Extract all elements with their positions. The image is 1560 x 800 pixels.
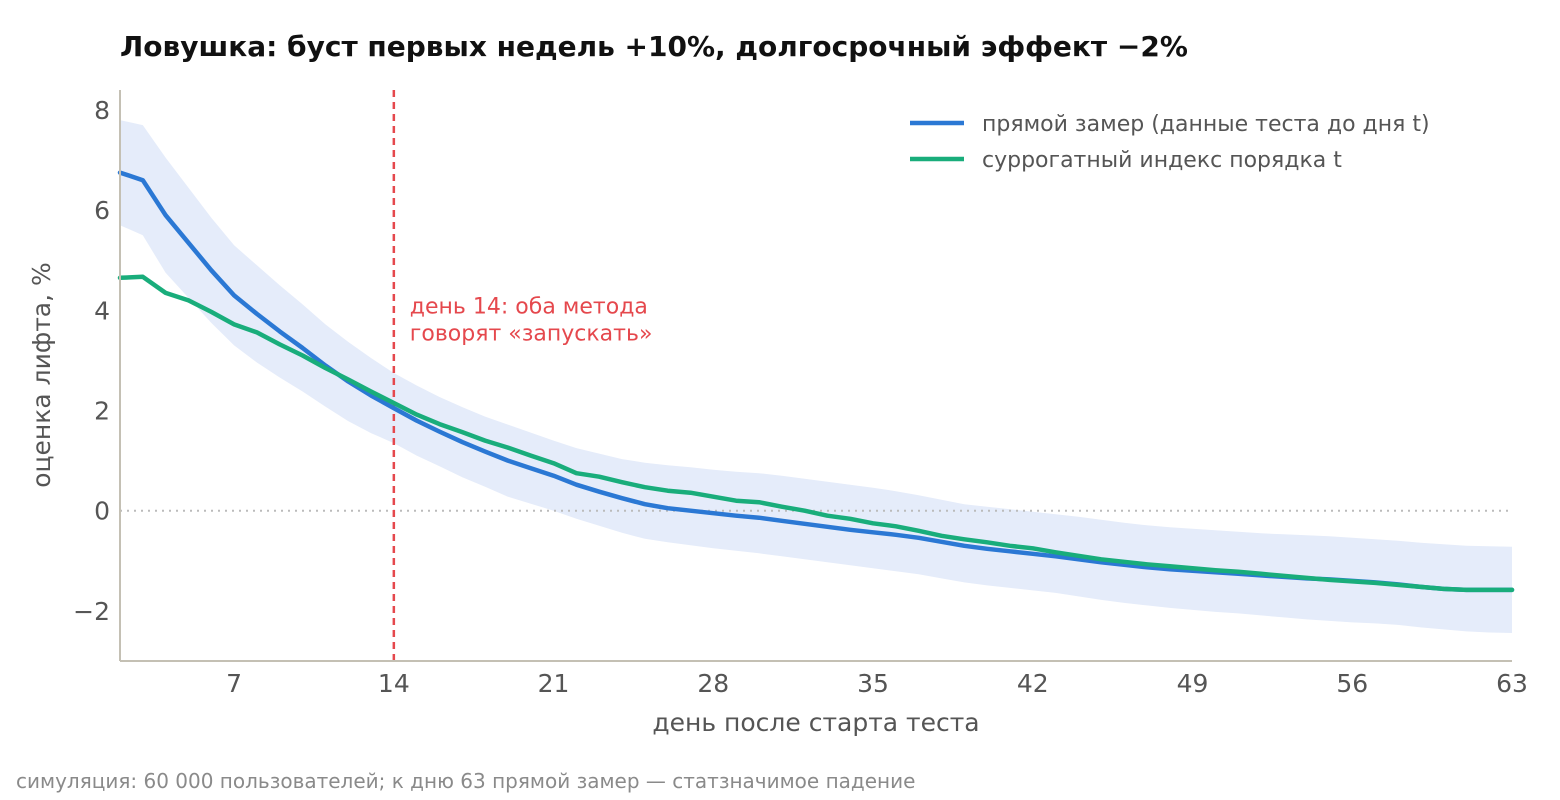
x-tick-label: 63 [1496,669,1528,698]
x-axis-label: день после старта теста [652,708,979,737]
x-tick-label: 28 [697,669,729,698]
y-tick-label: −2 [73,597,110,626]
series-lines-layer [117,170,1515,593]
x-tick-label: 14 [378,669,410,698]
y-tick-label: 6 [94,196,110,225]
x-tick-labels: 7 14 21 28 35 42 49 56 63 [226,669,1528,698]
y-tick-label: 2 [94,397,110,426]
annotation-day14: день 14: оба метода говорят «запускать» [410,294,653,346]
y-tick-label: 4 [94,296,110,325]
y-tick-label: 0 [94,497,110,526]
x-tick-label: 21 [538,669,570,698]
x-tick-label: 49 [1177,669,1209,698]
surrogate-index-line [117,274,1515,593]
chart-title: Ловушка: буст первых недель +10%, долгос… [120,30,1188,63]
y-tick-labels: −2 0 2 4 6 8 [73,96,110,626]
annotation-line-1: день 14: оба метода [410,294,648,319]
x-tick-label: 7 [226,669,242,698]
footnote: симуляция: 60 000 пользователей; к дню 6… [16,769,915,793]
confidence-band-layer [120,120,1512,634]
x-tick-label: 35 [857,669,889,698]
annotation-line-2: говорят «запускать» [410,321,653,346]
legend-label-direct: прямой замер (данные теста до дня t) [982,112,1430,137]
y-tick-label: 8 [94,96,110,125]
legend-label-surrogate: суррогатный индекс порядка t [982,148,1342,173]
x-tick-label: 56 [1336,669,1368,698]
reference-lines-layer [120,90,1512,661]
confidence-band [120,120,1512,634]
legend: прямой замер (данные теста до дня t) сур… [910,112,1430,173]
y-axis-label: оценка лифта, % [27,262,56,488]
x-tick-label: 42 [1017,669,1049,698]
